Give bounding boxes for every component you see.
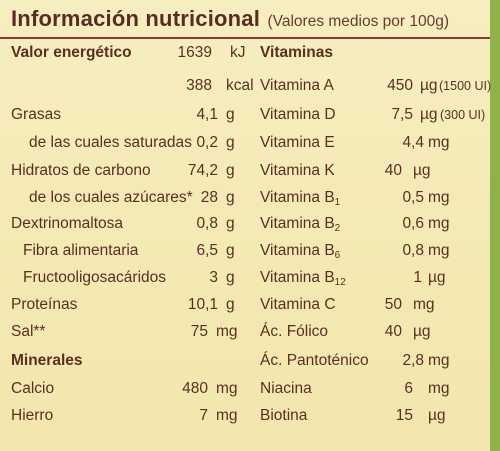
energy-kj-unit: kJ — [230, 44, 246, 61]
nutrient-unit: mg — [216, 323, 238, 340]
nutrient-label: Fibra alimentaria — [23, 242, 139, 259]
vitamins-heading: Vitaminas — [260, 44, 333, 61]
vitamin-unit: mg — [428, 215, 450, 232]
vitamin-label: Vitamina C — [260, 296, 336, 313]
vitamin-unit: mg — [413, 296, 435, 313]
vitamin-value: 0,5 — [402, 189, 424, 206]
vitamin-extra: (300 UI) — [440, 108, 486, 122]
vitamin-subscript: 1 — [334, 197, 341, 208]
nutrient-value: 6,5 — [196, 242, 218, 259]
vitamin-unit: µg — [420, 77, 438, 94]
nutrient-unit: g — [226, 242, 235, 259]
vitamin-value: 50 — [384, 296, 402, 313]
nutrient-value: 75 — [190, 323, 208, 340]
vitamin-label: Vitamina E — [260, 134, 335, 151]
vitamin-unit: µg — [428, 269, 446, 286]
vitamin-subscript: 12 — [334, 277, 346, 288]
vitamin-label: Vitamina D — [260, 106, 336, 123]
vitamin-label: Vitamina B6 — [260, 242, 341, 261]
decorative-green-stripe — [490, 0, 500, 451]
nutrient-value: 4,1 — [196, 106, 218, 123]
nutrient-unit: g — [226, 189, 235, 206]
nutrient-label: Fructooligosacáridos — [23, 269, 167, 286]
mineral-unit: mg — [216, 380, 238, 397]
page-title: Información nutricional — [11, 6, 261, 31]
nutrient-value: 28 — [200, 189, 218, 206]
vitamin-value: 0,8 — [402, 242, 424, 259]
nutrient-label: de las cuales saturadas — [29, 134, 192, 151]
energy-kcal-unit: kcal — [226, 77, 254, 94]
mineral-label: Hierro — [11, 407, 54, 424]
energy-kj-value: 1639 — [177, 44, 212, 61]
nutrient-unit: g — [226, 269, 235, 286]
nutrient-unit: g — [226, 106, 235, 123]
vitamin-value: 0,6 — [402, 215, 424, 232]
nutrient-value: 74,2 — [187, 162, 218, 179]
nutrient-unit: g — [226, 296, 235, 313]
nutrient-value: 0,8 — [196, 215, 218, 232]
vitamin-label: Vitamina A — [260, 77, 334, 94]
vitamin-value: 7,5 — [391, 106, 413, 123]
vitamin-label: Vitamina B2 — [260, 215, 341, 234]
vitamin-value: 40 — [384, 162, 402, 179]
mineral-unit: mg — [216, 407, 238, 424]
nutrient-value: 10,1 — [187, 296, 218, 313]
vitamin-subscript: 6 — [334, 250, 341, 261]
header-divider — [0, 37, 490, 39]
nutrient-label: Sal** — [11, 323, 46, 340]
vitamin-label: Ác. Fólico — [260, 323, 329, 340]
vitamin-label: Biotina — [260, 407, 308, 424]
vitamin-value: 40 — [384, 323, 402, 340]
vitamin-label: Niacina — [260, 380, 312, 397]
minerals-heading: Minerales — [11, 352, 83, 369]
vitamin-label: Vitamina B1 — [260, 189, 341, 208]
page-subtitle: (Valores medios por 100g) — [267, 13, 450, 30]
energy-kcal-value: 388 — [186, 77, 212, 94]
nutrient-unit: g — [226, 162, 235, 179]
vitamin-unit: µg — [428, 407, 446, 424]
vitamin-unit: mg — [428, 242, 450, 259]
vitamin-value: 4,4 — [402, 134, 424, 151]
vitamin-unit: mg — [428, 380, 450, 397]
mineral-label: Calcio — [11, 380, 55, 397]
vitamin-subscript: 2 — [334, 223, 341, 234]
vitamin-extra: (1500 UI) — [439, 79, 492, 93]
nutrient-label: Grasas — [11, 106, 61, 123]
vitamin-label: Vitamina B12 — [260, 269, 346, 288]
vitamin-unit: µg — [413, 162, 431, 179]
vitamin-label: Ác. Pantoténico — [260, 352, 369, 369]
nutrient-value: 3 — [209, 269, 218, 286]
energy-label: Valor energético — [11, 44, 132, 61]
nutrient-label: Hidratos de carbono — [11, 162, 151, 179]
vitamin-value: 450 — [387, 77, 413, 94]
vitamin-unit: mg — [428, 352, 450, 369]
mineral-value: 480 — [182, 380, 208, 397]
vitamin-value: 1 — [413, 269, 422, 286]
vitamin-label: Vitamina K — [260, 162, 335, 179]
vitamin-unit: mg — [428, 189, 450, 206]
nutrient-unit: g — [226, 215, 235, 232]
nutrient-unit: g — [226, 134, 235, 151]
vitamin-value: 15 — [395, 407, 413, 424]
nutrient-label: Proteínas — [11, 296, 78, 313]
vitamin-value: 2,8 — [402, 352, 424, 369]
nutrient-label: de los cuales azúcares* — [29, 189, 193, 206]
vitamin-unit: mg — [428, 134, 450, 151]
vitamin-unit: µg — [413, 323, 431, 340]
vitamin-value: 6 — [404, 380, 413, 397]
mineral-value: 7 — [199, 407, 208, 424]
header: Información nutricional (Valores medios … — [11, 6, 449, 32]
vitamin-unit: µg — [420, 106, 438, 123]
nutrient-label: Dextrinomaltosa — [11, 215, 123, 232]
nutrient-value: 0,2 — [196, 134, 218, 151]
